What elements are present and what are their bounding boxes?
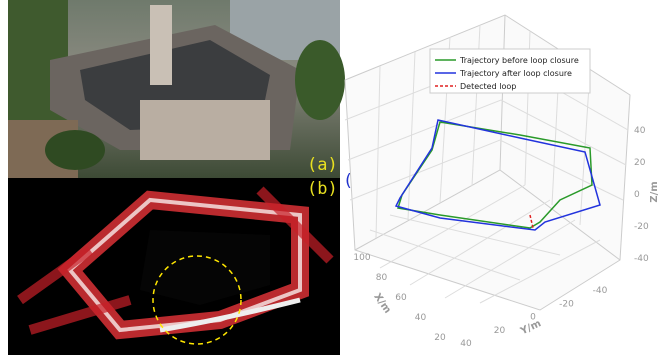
legend-entry: Trajectory before loop closure: [459, 56, 579, 65]
tick-label: 60: [395, 293, 407, 303]
tick-label: -40: [593, 286, 608, 296]
panel-label: (b): [307, 179, 338, 199]
tick-label: 0: [530, 313, 536, 323]
tick-label: 40: [415, 313, 427, 323]
legend-entry: Trajectory after loop closure: [459, 69, 572, 78]
figure: (a) (b) (c) Trajectory before loop closu…: [0, 0, 668, 355]
axis-label: X/m: [371, 291, 393, 315]
legend-entry: Detected loop: [460, 82, 516, 91]
legend: Trajectory before loop closure Trajector…: [430, 49, 590, 93]
tick-label: 80: [376, 273, 388, 283]
tick-label: -20: [634, 222, 649, 232]
tick-label: 40: [634, 126, 646, 136]
point-cloud-panel: [8, 178, 340, 355]
tick-label: 0: [634, 190, 640, 200]
tick-label: 40: [460, 339, 472, 349]
tick-label: 20: [494, 326, 506, 336]
tick-label: 20: [434, 333, 446, 343]
tick-label: 20: [634, 158, 646, 168]
axis-label: Z/m: [649, 181, 660, 202]
tick-label: -20: [559, 299, 574, 309]
photo-panel: [8, 0, 345, 178]
tick-label: 100: [353, 253, 370, 263]
panel-label: (a): [307, 155, 338, 175]
tick-label: -40: [634, 254, 649, 264]
